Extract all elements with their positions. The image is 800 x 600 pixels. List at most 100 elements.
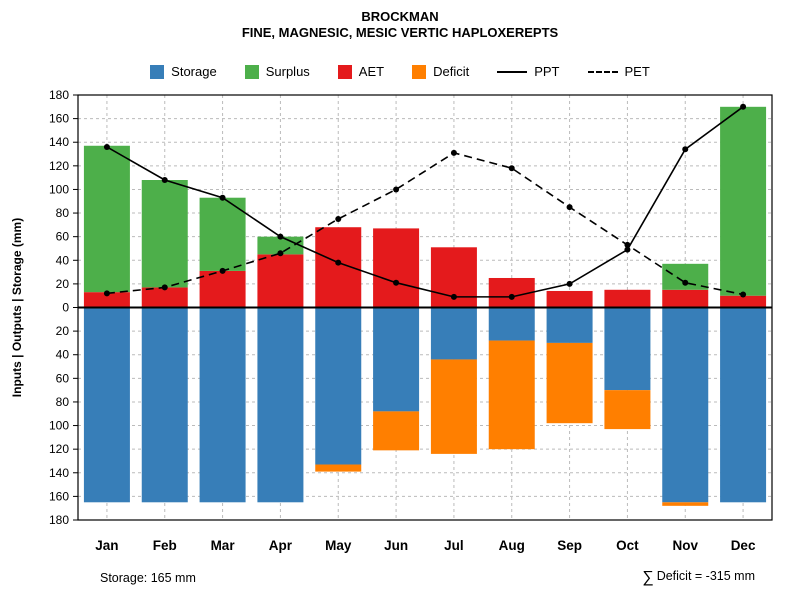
- y-tick-label: 180: [49, 513, 69, 527]
- x-label-mar: Mar: [211, 538, 236, 553]
- chart-subtitle: FINE, MAGNESIC, MESIC VERTIC HAPLOXEREPT…: [241, 25, 559, 40]
- y-tick-label: 20: [56, 277, 70, 291]
- y-tick-label: 120: [49, 442, 69, 456]
- pet-point-feb: [161, 284, 168, 291]
- x-label-nov: Nov: [672, 538, 698, 553]
- bar-aet-feb: [141, 287, 188, 308]
- bar-storage-feb: [141, 307, 188, 503]
- bar-surplus-mar: [199, 197, 246, 271]
- x-label-feb: Feb: [153, 538, 177, 553]
- x-label-jan: Jan: [95, 538, 118, 553]
- legend-item-deficit: Deficit: [412, 64, 469, 79]
- ppt-point-sep: [566, 280, 573, 287]
- bar-storage-jul: [430, 307, 477, 360]
- y-tick-label: 120: [49, 159, 69, 173]
- bar-storage-jan: [83, 307, 130, 503]
- bar-surplus-jan: [83, 145, 130, 293]
- x-label-aug: Aug: [499, 538, 525, 553]
- storage-note: Storage: 165 mm: [100, 571, 196, 585]
- bar-storage-sep: [546, 307, 593, 343]
- legend-item-pet: PET: [587, 64, 650, 79]
- legend-label-surplus: Surplus: [265, 64, 310, 79]
- y-tick-label: 60: [56, 371, 70, 385]
- y-axis-title: Inputs | Outputs | Storage (mm): [10, 218, 24, 397]
- deficit-note-text: Deficit = -315 mm: [656, 569, 755, 583]
- x-label-jul: Jul: [444, 538, 464, 553]
- ppt-point-apr: [277, 233, 284, 240]
- y-tick-label: 40: [56, 253, 70, 267]
- pet-swatch-icon: [587, 70, 618, 73]
- chart-legend: Storage Surplus AET Deficit PPT PET: [0, 64, 800, 79]
- bar-aet-jun: [373, 228, 420, 308]
- pet-point-jan: [103, 290, 110, 297]
- bar-deficit-may: [315, 464, 362, 472]
- bar-storage-oct: [604, 307, 651, 391]
- y-tick-label: 160: [49, 112, 69, 126]
- ppt-point-may: [335, 259, 342, 266]
- y-tick-label: 20: [56, 324, 70, 338]
- x-label-apr: Apr: [269, 538, 293, 553]
- bar-storage-aug: [488, 307, 535, 341]
- y-tick-label: 140: [49, 135, 69, 149]
- legend-label-ppt: PPT: [534, 64, 560, 79]
- bar-aet-dec: [720, 295, 767, 308]
- legend-item-ppt: PPT: [497, 64, 560, 79]
- pet-point-jul: [450, 149, 457, 156]
- bar-deficit-sep: [546, 342, 593, 424]
- y-tick-label: 0: [62, 301, 69, 315]
- x-label-oct: Oct: [616, 538, 639, 553]
- legend-item-storage: Storage: [150, 64, 217, 79]
- y-tick-label: 160: [49, 489, 69, 503]
- x-label-may: May: [325, 538, 352, 553]
- deficit-note: ∑ Deficit = -315 mm: [642, 569, 755, 587]
- bar-aet-nov: [662, 289, 709, 308]
- pet-line: [106, 151, 744, 296]
- y-tick-label: 40: [56, 348, 70, 362]
- y-tick-label: 80: [56, 395, 70, 409]
- ppt-point-oct: [624, 246, 631, 253]
- pet-point-jun: [393, 186, 400, 193]
- bar-deficit-aug: [488, 340, 535, 450]
- ppt-swatch-icon: [497, 70, 528, 73]
- ppt-point-nov: [682, 146, 689, 153]
- bar-deficit-jun: [373, 411, 420, 451]
- chart-title: BROCKMAN: [361, 9, 439, 24]
- pet-point-aug: [508, 165, 515, 172]
- pet-point-dec: [740, 291, 747, 298]
- legend-label-storage: Storage: [171, 64, 217, 79]
- y-tick-label: 100: [49, 182, 69, 196]
- bar-surplus-dec: [720, 106, 767, 296]
- bar-aet-sep: [546, 290, 593, 308]
- y-tick-label: 180: [49, 88, 69, 102]
- legend-item-aet: AET: [337, 64, 385, 79]
- bar-aet-oct: [604, 289, 651, 308]
- bar-deficit-jul: [430, 359, 477, 454]
- pet-point-oct: [624, 241, 631, 248]
- bar-aet-apr: [257, 254, 304, 308]
- legend-label-aet: AET: [358, 64, 385, 79]
- bar-storage-dec: [720, 307, 767, 503]
- y-tick-label: 100: [49, 419, 69, 433]
- pet-point-apr: [277, 250, 284, 257]
- x-label-sep: Sep: [557, 538, 582, 553]
- y-tick-label: 140: [49, 466, 69, 480]
- pet-point-nov: [682, 279, 689, 286]
- ppt-point-jan: [103, 143, 110, 150]
- x-label-jun: Jun: [384, 538, 408, 553]
- pet-point-may: [335, 215, 342, 222]
- bar-storage-may: [315, 307, 362, 465]
- bar-deficit-nov: [662, 502, 709, 506]
- sigma-symbol: ∑: [642, 569, 654, 586]
- ppt-point-mar: [219, 194, 226, 201]
- bar-storage-nov: [662, 307, 709, 503]
- bar-storage-jun: [373, 307, 420, 412]
- ppt-point-aug: [508, 293, 515, 300]
- ppt-point-feb: [161, 177, 168, 183]
- legend-label-pet: PET: [624, 64, 650, 79]
- ppt-point-jun: [393, 279, 400, 286]
- bar-storage-mar: [199, 307, 246, 503]
- y-tick-label: 60: [56, 230, 70, 244]
- pet-point-mar: [219, 267, 226, 274]
- bar-aet-may: [315, 227, 362, 308]
